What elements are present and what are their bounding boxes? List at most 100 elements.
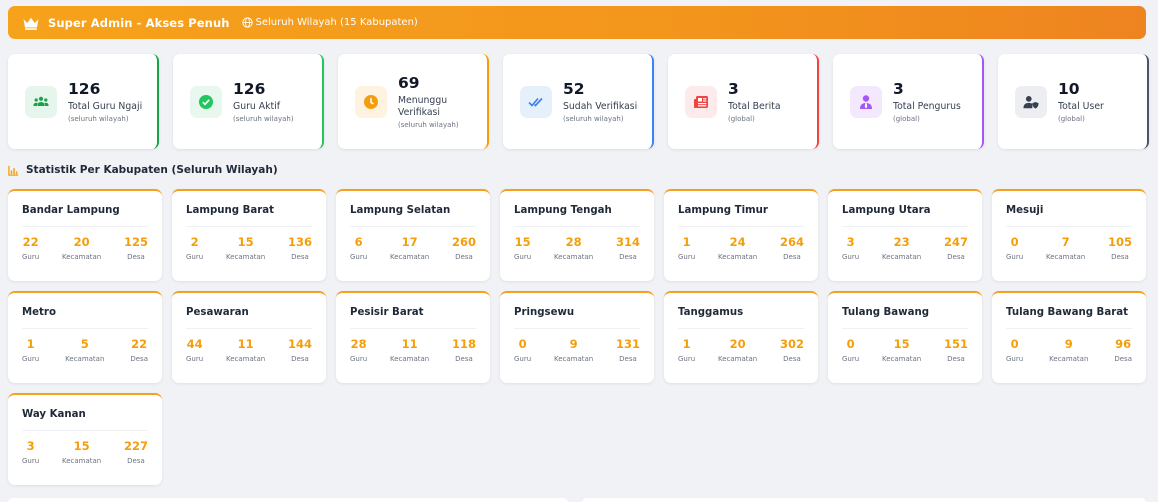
kabupaten-name: Lampung Timur [678,205,804,227]
kecamatan-label: Kecamatan [389,253,430,261]
banner-scope: Seluruh Wilayah (15 Kabupaten) [255,17,418,28]
desa-label: Desa [1111,253,1129,261]
desa-label: Desa [127,253,145,261]
stat-text: 69 Menunggu Verifikasi (seluruh wilayah) [398,74,459,129]
kabupaten-card: Metro 1 Guru 5 Kecamatan 22 Desa [8,291,162,383]
kecamatan-count: 9 [569,337,578,351]
kabupaten-stats: 0 Guru 9 Kecamatan 96 Desa [1006,337,1132,363]
kecamatan-label: Kecamatan [65,355,105,363]
desa-count: 260 [451,235,476,249]
kabupaten-card: Mesuji 0 Guru 7 Kecamatan 105 Desa [992,189,1146,281]
kabupaten-name: Pringsewu [514,307,640,329]
kabupaten-grid: Bandar Lampung 22 Guru 20 Kecamatan 125 … [8,189,1146,485]
kabupaten-name: Lampung Utara [842,205,968,227]
guru-stat: 0 Guru [1006,337,1023,363]
desa-count: 302 [779,337,804,351]
desa-stat: 302 Desa [780,337,804,363]
kecamatan-label: Kecamatan [881,355,922,363]
desa-label: Desa [291,253,309,261]
desa-stat: 136 Desa [288,235,312,261]
guru-stat: 0 Guru [514,337,531,363]
desa-count: 151 [943,337,968,351]
desa-stat: 131 Desa [616,337,640,363]
kabupaten-card: Lampung Selatan 6 Guru 17 Kecamatan 260 … [336,189,490,281]
users-icon [25,85,57,118]
desa-stat: 105 Desa [1108,235,1132,261]
kabupaten-name: Tulang Bawang [842,307,968,329]
user-shield-icon [1015,85,1047,118]
stat-text: 3 Total Pengurus (global) [893,80,961,123]
kecamatan-label: Kecamatan [553,253,594,261]
desa-label: Desa [1114,355,1132,363]
kabupaten-card: Tulang Bawang 0 Guru 15 Kecamatan 151 De… [828,291,982,383]
kabupaten-stats: 3 Guru 23 Kecamatan 247 Desa [842,235,968,261]
stat-card: 3 Total Pengurus (global) [833,54,984,149]
kecamatan-stat: 9 Kecamatan [1049,337,1088,363]
kecamatan-label: Kecamatan [61,457,102,465]
guru-label: Guru [350,355,368,363]
kabupaten-card: Lampung Barat 2 Guru 15 Kecamatan 136 De… [172,189,326,281]
guru-count: 28 [350,337,367,351]
kecamatan-stat: 17 Kecamatan [390,235,429,261]
stat-label: Total User [1058,101,1104,112]
stat-card: 69 Menunggu Verifikasi (seluruh wilayah) [338,54,489,149]
kecamatan-count: 24 [729,235,746,249]
desa-stat: 118 Desa [452,337,476,363]
kecamatan-stat: 20 Kecamatan [718,337,757,363]
desa-count: 247 [943,235,968,249]
stat-scope: (global) [1058,115,1085,123]
stat-value: 126 [68,80,101,98]
kabupaten-card: Tulang Bawang Barat 0 Guru 9 Kecamatan 9… [992,291,1146,383]
kecamatan-count: 15 [893,337,910,351]
stat-label: Guru Aktif [233,101,281,112]
kabupaten-stats: 0 Guru 15 Kecamatan 151 Desa [842,337,968,363]
stat-text: 3 Total Berita (global) [728,80,781,123]
kecamatan-label: Kecamatan [553,355,594,363]
kabupaten-card: Pesisir Barat 28 Guru 11 Kecamatan 118 D… [336,291,490,383]
stat-label: Total Pengurus [893,101,961,112]
stat-scope: (global) [728,115,755,123]
desa-count: 131 [615,337,640,351]
guru-label: Guru [186,355,204,363]
desa-label: Desa [619,253,637,261]
stat-scope: (global) [893,115,920,123]
desa-label: Desa [783,355,801,363]
guru-label: Guru [678,355,696,363]
kabupaten-card: Lampung Tengah 15 Guru 28 Kecamatan 314 … [500,189,654,281]
desa-stat: 260 Desa [452,235,476,261]
kabupaten-stats: 3 Guru 15 Kecamatan 227 Desa [22,439,148,465]
stat-text: 52 Sudah Verifikasi (seluruh wilayah) [563,80,637,123]
guru-count: 3 [846,235,855,249]
stat-label: Total Berita [728,101,781,112]
kecamatan-count: 9 [1064,337,1073,351]
kecamatan-count: 15 [237,235,254,249]
kabupaten-card: Pesawaran 44 Guru 11 Kecamatan 144 Desa [172,291,326,383]
guru-stat: 1 Guru [22,337,39,363]
kecamatan-stat: 15 Kecamatan [226,235,265,261]
check-circle-icon [190,85,222,118]
guru-label: Guru [1006,355,1024,363]
bottom-panel-left [8,498,568,502]
guru-label: Guru [514,355,532,363]
clock-icon [355,85,387,118]
stat-value: 3 [893,80,904,98]
desa-stat: 227 Desa [124,439,148,465]
kabupaten-stats: 6 Guru 17 Kecamatan 260 Desa [350,235,476,261]
kabupaten-name: Lampung Selatan [350,205,476,227]
stat-card: 126 Guru Aktif (seluruh wilayah) [173,54,324,149]
guru-label: Guru [22,355,40,363]
kabupaten-card: Lampung Timur 1 Guru 24 Kecamatan 264 De… [664,189,818,281]
desa-stat: 96 Desa [1114,337,1132,363]
kecamatan-label: Kecamatan [717,355,758,363]
desa-label: Desa [291,355,309,363]
kecamatan-stat: 23 Kecamatan [882,235,921,261]
guru-stat: 2 Guru [186,235,203,261]
kecamatan-count: 11 [401,337,418,351]
kabupaten-card: Pringsewu 0 Guru 9 Kecamatan 131 Desa [500,291,654,383]
guru-count: 22 [22,235,39,249]
guru-count: 0 [1010,235,1019,249]
kabupaten-stats: 2 Guru 15 Kecamatan 136 Desa [186,235,312,261]
kabupaten-name: Bandar Lampung [22,205,148,227]
kecamatan-stat: 20 Kecamatan [62,235,101,261]
banner-title: Super Admin - Akses Penuh [48,15,230,30]
